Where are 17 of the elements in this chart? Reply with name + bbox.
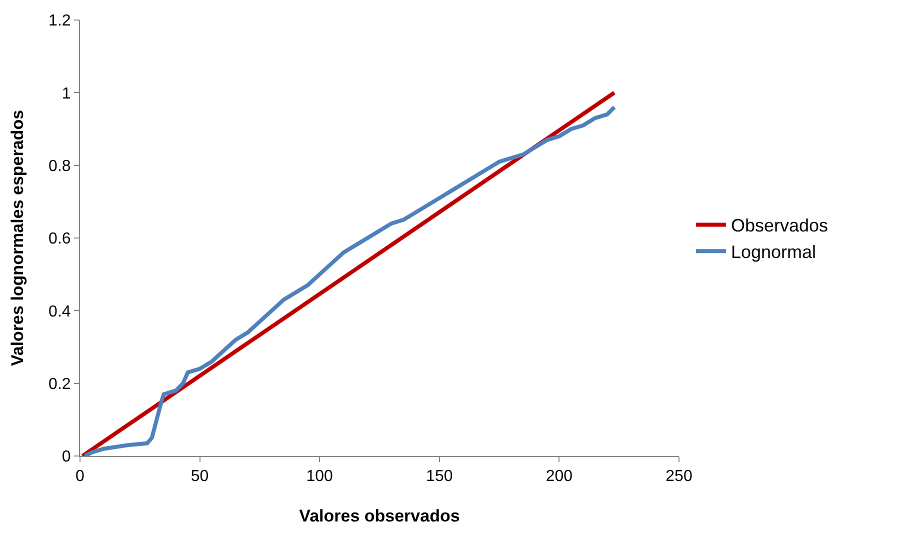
y-tick-label: 0 (62, 448, 71, 466)
y-tick-label: 1 (62, 85, 71, 102)
x-tick-label: 100 (306, 468, 334, 486)
y-tick-label: 0.8 (48, 158, 71, 175)
y-tick-label: 0.2 (48, 376, 71, 393)
y-axis-title: Valores lognormales esperados (8, 110, 28, 366)
x-tick-label: 0 (76, 468, 85, 486)
x-tick-label: 150 (426, 468, 453, 486)
x-axis-title: Valores observados (299, 506, 460, 526)
x-tick-label: 50 (190, 468, 209, 486)
x-tick-label: 200 (546, 468, 573, 486)
legend-label: Observados (730, 216, 828, 236)
y-tick-label: 0.6 (48, 230, 71, 248)
legend-label: Lognormal (730, 242, 816, 262)
y-tick-label: 0.4 (48, 303, 71, 320)
y-tick-label: 1.2 (48, 12, 71, 30)
x-tick-label: 250 (666, 468, 692, 486)
